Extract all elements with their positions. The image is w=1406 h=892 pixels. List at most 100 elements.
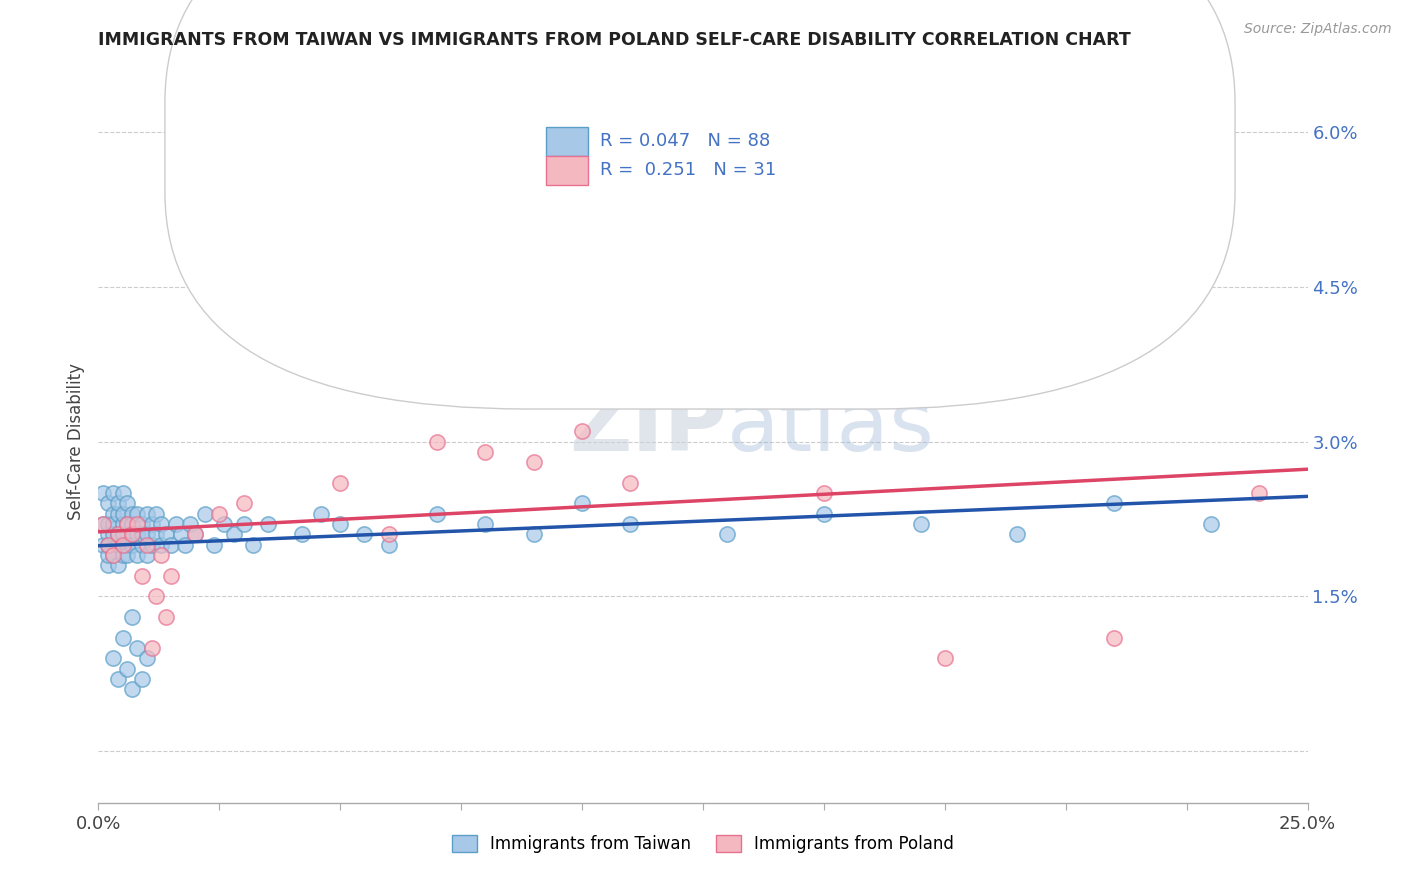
Point — [101, 486, 124, 500]
Point — [813, 486, 835, 500]
Point — [121, 527, 143, 541]
Point — [329, 517, 352, 532]
Point — [107, 527, 129, 541]
Point — [619, 475, 641, 490]
Point — [934, 651, 956, 665]
Point — [813, 507, 835, 521]
Point — [127, 517, 149, 532]
Point — [127, 640, 149, 655]
Point — [1249, 486, 1271, 500]
Point — [1102, 496, 1125, 510]
Point — [97, 538, 120, 552]
Point — [117, 548, 139, 562]
Point — [242, 538, 264, 552]
Point — [145, 527, 167, 541]
Point — [91, 486, 114, 500]
Point — [169, 527, 191, 541]
Point — [353, 527, 375, 541]
Point — [377, 538, 399, 552]
Point — [271, 279, 294, 293]
Point — [232, 517, 254, 532]
Point — [111, 517, 134, 532]
Text: IMMIGRANTS FROM TAIWAN VS IMMIGRANTS FROM POLAND SELF-CARE DISABILITY CORRELATIO: IMMIGRANTS FROM TAIWAN VS IMMIGRANTS FRO… — [98, 31, 1132, 49]
Point — [165, 517, 187, 532]
Bar — [546, 128, 588, 156]
Point — [101, 548, 124, 562]
Point — [523, 455, 546, 469]
Point — [426, 434, 449, 449]
Point — [208, 507, 231, 521]
Point — [111, 507, 134, 521]
Point — [141, 538, 163, 552]
Point — [97, 548, 120, 562]
Point — [111, 527, 134, 541]
Point — [160, 538, 183, 552]
Point — [232, 496, 254, 510]
Point — [91, 538, 114, 552]
Text: atlas: atlas — [727, 385, 935, 468]
Point — [571, 496, 593, 510]
Point — [135, 527, 157, 541]
Point — [107, 538, 129, 552]
Point — [1102, 631, 1125, 645]
Point — [523, 527, 546, 541]
Point — [121, 527, 143, 541]
Point — [184, 527, 207, 541]
Point — [107, 672, 129, 686]
Point — [111, 538, 134, 552]
Point — [117, 538, 139, 552]
Point — [256, 517, 278, 532]
Point — [107, 527, 129, 541]
Point — [97, 527, 120, 541]
Point — [222, 527, 245, 541]
Point — [309, 507, 332, 521]
Point — [127, 548, 149, 562]
Point — [141, 517, 163, 532]
Point — [377, 527, 399, 541]
Point — [91, 517, 114, 532]
Point — [97, 538, 120, 552]
Bar — [546, 156, 588, 185]
Point — [619, 517, 641, 532]
Point — [131, 517, 153, 532]
Point — [426, 507, 449, 521]
Point — [111, 548, 134, 562]
Point — [135, 548, 157, 562]
Point — [97, 517, 120, 532]
Point — [117, 517, 139, 532]
Point — [101, 651, 124, 665]
Point — [101, 548, 124, 562]
Point — [716, 527, 738, 541]
Point — [117, 517, 139, 532]
Point — [131, 527, 153, 541]
Point — [101, 507, 124, 521]
Point — [910, 517, 932, 532]
Point — [121, 538, 143, 552]
Point — [155, 610, 177, 624]
Point — [111, 486, 134, 500]
Point — [135, 507, 157, 521]
Point — [150, 517, 173, 532]
Point — [1199, 517, 1222, 532]
Point — [150, 548, 173, 562]
Point — [131, 538, 153, 552]
Point — [474, 517, 496, 532]
Point — [329, 475, 352, 490]
Point — [121, 682, 143, 697]
Point — [131, 568, 153, 582]
Point — [145, 507, 167, 521]
Point — [184, 527, 207, 541]
Legend: Immigrants from Taiwan, Immigrants from Poland: Immigrants from Taiwan, Immigrants from … — [446, 828, 960, 860]
Point — [101, 527, 124, 541]
Point — [290, 527, 312, 541]
Point — [135, 538, 157, 552]
Point — [135, 651, 157, 665]
Text: ZIP: ZIP — [569, 385, 727, 468]
Point — [1007, 527, 1029, 541]
Point — [107, 558, 129, 573]
Point — [281, 351, 304, 366]
Point — [150, 538, 173, 552]
Point — [179, 517, 201, 532]
Point — [174, 538, 197, 552]
Point — [155, 527, 177, 541]
